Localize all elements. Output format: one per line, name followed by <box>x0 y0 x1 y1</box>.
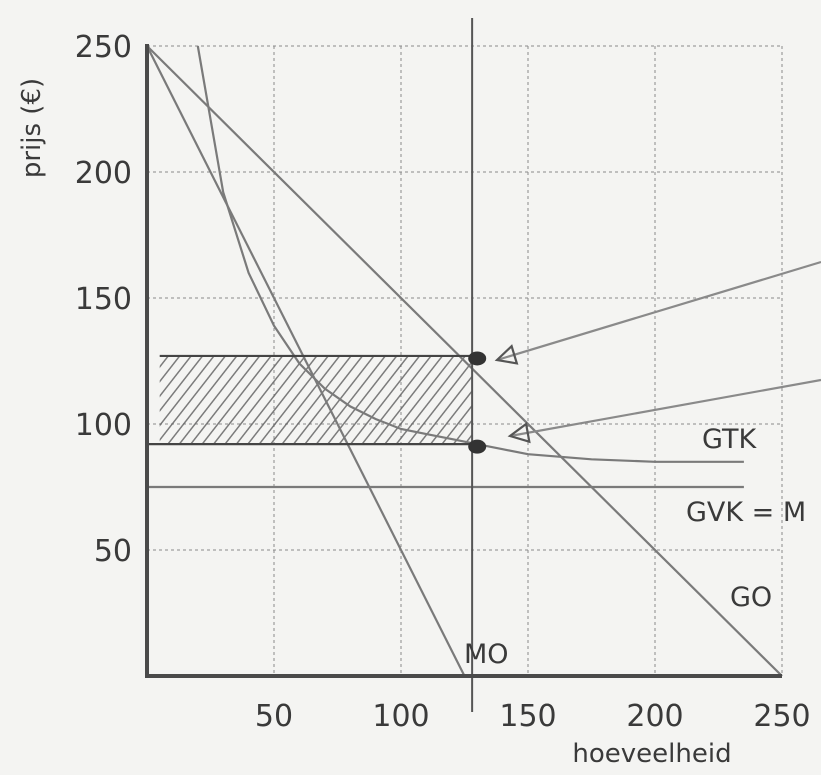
x-tick-label-1: 100 <box>372 699 429 734</box>
gvk-label: GVK = M <box>686 497 806 528</box>
series <box>146 18 783 712</box>
point-1 <box>468 439 487 454</box>
arrow-head-1 <box>507 422 531 444</box>
points <box>468 351 487 454</box>
x-tick-label-4: 250 <box>753 699 810 734</box>
arrows <box>494 260 821 444</box>
point-0 <box>468 351 487 366</box>
go-label: GO <box>730 582 772 613</box>
arrow-shaft-0 <box>496 260 821 362</box>
y-tick-label-2: 150 <box>75 282 132 317</box>
x-tick-label-0: 50 <box>255 699 293 734</box>
y-tick-label-3: 200 <box>75 156 132 191</box>
x-axis-label: hoeveelheid <box>572 739 731 769</box>
grid <box>147 45 783 676</box>
y-axis-label: prijs (€) <box>17 78 47 178</box>
hatched-area <box>159 355 473 445</box>
y-tick-label-1: 100 <box>75 408 132 443</box>
arrow-head-0 <box>494 344 519 365</box>
x-tick-label-3: 200 <box>626 699 683 734</box>
ticks: 50 100 150 200 250 50 100 150 200 250 <box>75 30 811 734</box>
series-line-go <box>146 45 783 677</box>
y-tick-label-4: 250 <box>75 30 132 65</box>
series-line-mo <box>146 45 466 677</box>
y-tick-label-0: 50 <box>94 534 132 569</box>
series-line-gtk <box>196 45 744 463</box>
shaded-area <box>159 355 473 445</box>
mo-label: MO <box>464 639 509 670</box>
arrow-shaft-1 <box>509 378 821 438</box>
gtk-label: GTK <box>702 424 757 455</box>
x-tick-label-2: 150 <box>499 699 556 734</box>
